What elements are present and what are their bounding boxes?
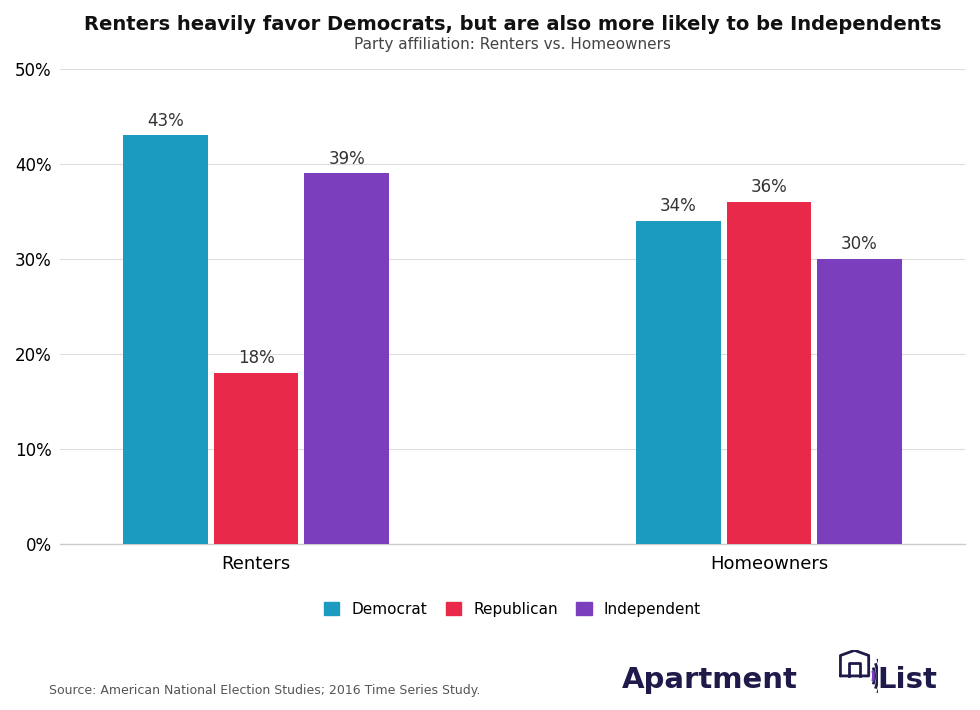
Bar xyxy=(214,373,298,544)
Text: List: List xyxy=(877,667,937,694)
Text: 18%: 18% xyxy=(238,349,274,367)
Text: Apartment: Apartment xyxy=(622,667,798,694)
Text: 36%: 36% xyxy=(751,178,787,196)
Bar xyxy=(636,221,720,544)
Title: Renters heavily favor Democrats, but are also more likely to be Independents: Renters heavily favor Democrats, but are… xyxy=(84,15,942,34)
Legend: Democrat, Republican, Independent: Democrat, Republican, Independent xyxy=(317,594,709,625)
Text: 30%: 30% xyxy=(841,235,878,253)
Text: Source: American National Election Studies; 2016 Time Series Study.: Source: American National Election Studi… xyxy=(49,684,480,697)
Bar xyxy=(727,202,811,544)
Bar xyxy=(817,259,902,544)
Text: Party affiliation: Renters vs. Homeowners: Party affiliation: Renters vs. Homeowner… xyxy=(354,37,671,53)
Bar xyxy=(123,136,208,544)
Bar xyxy=(305,173,389,544)
Text: 43%: 43% xyxy=(147,111,184,130)
Text: 34%: 34% xyxy=(661,197,697,215)
Text: 39%: 39% xyxy=(328,150,365,168)
